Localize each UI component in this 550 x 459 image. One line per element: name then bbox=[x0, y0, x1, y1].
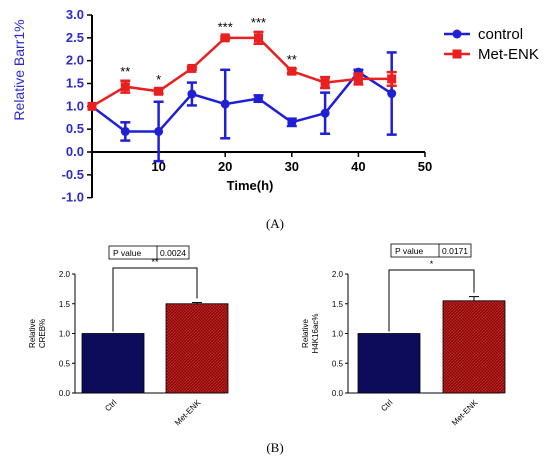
y-tick-label: 2.5 bbox=[66, 30, 84, 45]
line-chart-axes: 3.0 2.5 2.0 1.5 1.0 0.5 0.0 -0.5 -1.0 10 20 30 40 50 bbox=[62, 7, 433, 205]
panel-b-label: (B) bbox=[266, 440, 283, 455]
bar-chart-creb: 2.0 1.5 1.0 0.5 0.0 RelativeCREB% Ctrl Met-ENK *… bbox=[28, 245, 229, 428]
significance-annotations: ****** ***** bbox=[120, 15, 297, 87]
line-chart: Relative Barr1% Time(h) 3.0 2.5 2.0 1.5 1.0 0… bbox=[11, 7, 539, 205]
bar bbox=[357, 333, 421, 394]
significance-marker: * bbox=[430, 259, 434, 269]
legend-label: control bbox=[478, 26, 523, 43]
series-line bbox=[91, 36, 392, 108]
y-tick-label: -0.5 bbox=[62, 167, 84, 182]
data-point bbox=[187, 63, 197, 73]
y-tick-label: 1.0 bbox=[332, 330, 344, 339]
y-tick-label: 0.5 bbox=[59, 359, 71, 368]
significance-marker: *** bbox=[218, 19, 233, 34]
y-tick-label: 0.0 bbox=[66, 144, 84, 159]
data-point bbox=[254, 94, 263, 104]
significance-marker: ** bbox=[120, 64, 130, 79]
significance-marker: *** bbox=[251, 15, 266, 30]
legend: control Met-ENK bbox=[444, 26, 539, 63]
p-value-label: P value bbox=[395, 246, 423, 256]
y-tick-label: 2.0 bbox=[59, 270, 71, 279]
y-axis-label: Relative Barr1% bbox=[11, 19, 27, 120]
p-value-table-border bbox=[390, 243, 472, 258]
x-tick-label: 20 bbox=[218, 159, 232, 174]
x-tick-label: Ctrl bbox=[379, 398, 394, 413]
panel-a-label: (A) bbox=[266, 216, 284, 231]
y-tick-label: 1.5 bbox=[66, 76, 84, 91]
line-chart-series bbox=[87, 30, 397, 163]
x-tick-label: 30 bbox=[285, 159, 299, 174]
legend-marker bbox=[452, 29, 462, 39]
y-axis-label: RelativeCREB% bbox=[28, 319, 47, 349]
x-tick-label: 50 bbox=[418, 159, 432, 174]
y-tick-label: 0.0 bbox=[59, 389, 71, 398]
x-tick-label: 40 bbox=[351, 159, 365, 174]
data-point bbox=[154, 126, 164, 136]
y-tick-label: 3.0 bbox=[66, 7, 84, 22]
p-value-table: P value 0.0024 bbox=[108, 245, 190, 260]
significance-bracket bbox=[388, 269, 475, 332]
p-value-table-border bbox=[108, 245, 190, 260]
x-tick-label: 10 bbox=[151, 159, 165, 174]
p-value-label: P value bbox=[113, 248, 141, 258]
data-point bbox=[387, 74, 397, 84]
y-tick-label: 1.5 bbox=[332, 300, 344, 309]
data-point bbox=[120, 82, 130, 92]
y-tick-label: 1.0 bbox=[66, 98, 84, 113]
y-tick-label: -1.0 bbox=[62, 190, 84, 205]
series-met-enk bbox=[87, 30, 397, 111]
data-point bbox=[254, 33, 263, 43]
bar bbox=[81, 333, 145, 394]
legend-item: control bbox=[444, 26, 523, 43]
bar bbox=[442, 300, 506, 394]
data-point bbox=[320, 108, 330, 118]
y-tick-label: 2.0 bbox=[66, 53, 84, 68]
bar-chart-h4k16ac: 2.0 1.5 1.0 0.5 0.0 RelativeH4K16ac% Ctrl Met-E… bbox=[301, 243, 506, 428]
legend-label: Met-ENK bbox=[478, 46, 539, 63]
significance-bracket bbox=[112, 267, 198, 332]
x-tick-label: Met-ENK bbox=[450, 398, 480, 428]
x-axis-label: Time(h) bbox=[227, 178, 274, 193]
significance-marker: * bbox=[156, 72, 161, 87]
data-point bbox=[287, 117, 297, 127]
y-tick-label: 0.5 bbox=[332, 359, 344, 368]
y-tick-label: 0.5 bbox=[66, 121, 84, 136]
data-point bbox=[220, 99, 230, 109]
data-point bbox=[187, 89, 197, 99]
series-control bbox=[87, 51, 397, 163]
data-point bbox=[287, 66, 297, 76]
significance-marker: ** bbox=[151, 257, 159, 267]
y-axis-label: RelativeH4K16ac% bbox=[301, 313, 320, 353]
data-point bbox=[320, 78, 330, 88]
series-line bbox=[91, 70, 393, 133]
data-point bbox=[120, 126, 130, 136]
y-tick-label: 1.0 bbox=[59, 330, 71, 339]
y-tick-label: 1.5 bbox=[59, 300, 71, 309]
p-value: 0.0024 bbox=[160, 248, 186, 258]
legend-marker bbox=[452, 49, 462, 59]
p-value-table: P value 0.0171 bbox=[390, 243, 472, 258]
y-tick-label: 2.0 bbox=[332, 270, 344, 279]
significance-marker: ** bbox=[287, 52, 297, 67]
y-tick-label: 0.0 bbox=[332, 389, 344, 398]
data-point bbox=[220, 33, 230, 43]
x-tick-label: Ctrl bbox=[103, 398, 118, 413]
x-tick-label: Met-ENK bbox=[173, 398, 203, 428]
data-point bbox=[87, 101, 97, 111]
data-point bbox=[387, 89, 397, 99]
bar bbox=[165, 303, 229, 394]
data-point bbox=[154, 86, 164, 96]
p-value: 0.0171 bbox=[442, 246, 468, 256]
legend-item: Met-ENK bbox=[444, 46, 539, 63]
data-point bbox=[353, 74, 363, 84]
